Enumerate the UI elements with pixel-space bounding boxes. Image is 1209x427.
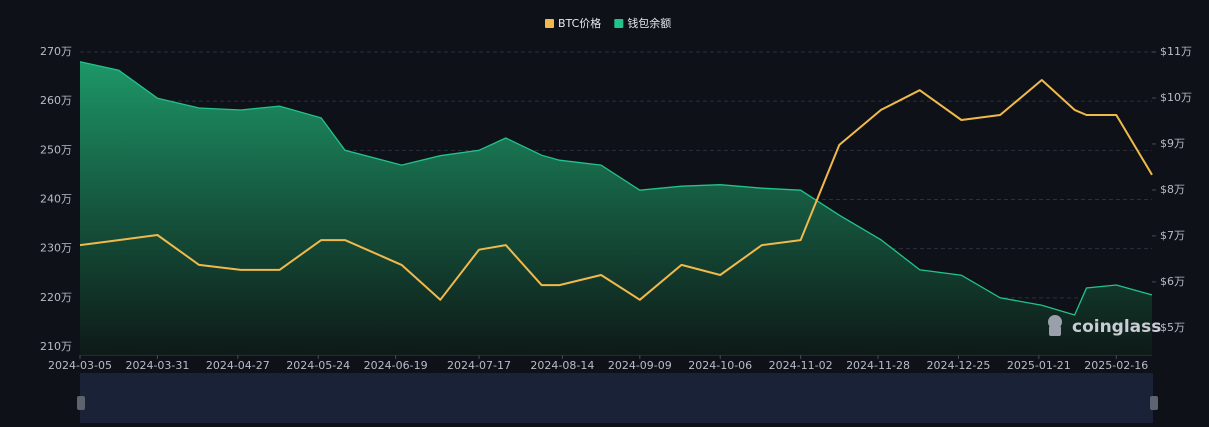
x-tick-label: 2024-03-31 xyxy=(125,359,189,372)
x-tick-label: 2025-01-21 xyxy=(1007,359,1071,372)
y2-tick-label: $8万 xyxy=(1160,183,1185,196)
x-tick-label: 2024-10-06 xyxy=(688,359,752,372)
navigator-handle[interactable] xyxy=(1150,396,1158,410)
y2-tick-label: $9万 xyxy=(1160,137,1185,150)
x-tick-label: 2024-06-19 xyxy=(364,359,428,372)
y2-tick-label: $6万 xyxy=(1160,275,1185,288)
y-tick-label: 260万 xyxy=(40,94,72,107)
legend-label: BTC价格 xyxy=(558,16,601,30)
legend-swatch xyxy=(545,19,554,28)
y-tick-label: 270万 xyxy=(40,45,72,58)
y2-tick-label: $7万 xyxy=(1160,229,1185,242)
watermark-icon xyxy=(1048,315,1062,336)
x-tick-label: 2025-02-16 xyxy=(1084,359,1148,372)
navigator-handle[interactable] xyxy=(77,396,85,410)
x-tick-label: 2024-12-25 xyxy=(926,359,990,372)
labels: 210万 220万 230万 240万 250万 260万 270万 $5万 $6万 $7万 $8万… xyxy=(40,16,1192,372)
line xyxy=(79,79,1153,301)
legend-swatch xyxy=(614,19,624,28)
x-tick-label: 2024-03-05 xyxy=(48,359,112,372)
x-tick-label: 2024-11-28 xyxy=(846,359,910,372)
y-tick-label: 240万 xyxy=(40,192,72,205)
legend-label: 钱包余额 xyxy=(627,16,671,30)
y-tick-label: 250万 xyxy=(40,143,72,156)
x-tick-label: 2024-07-17 xyxy=(447,359,511,372)
x-tick-label: 2024-05-24 xyxy=(286,359,350,372)
y2-tick-label: $5万 xyxy=(1160,321,1185,334)
y2-tick-label: $10万 xyxy=(1160,91,1192,104)
y2-tick-label: $11万 xyxy=(1160,45,1192,58)
area-fill xyxy=(80,61,1152,356)
navigator xyxy=(80,373,1153,423)
y-tick-label: 210万 xyxy=(40,340,72,353)
marks xyxy=(79,61,1153,356)
x-tick-label: 2024-09-09 xyxy=(608,359,672,372)
x-tick-label: 2024-11-02 xyxy=(769,359,833,372)
area-line xyxy=(79,61,1153,316)
x-tick-label: 2024-04-27 xyxy=(206,359,270,372)
watermark: coinglass xyxy=(1072,317,1161,337)
x-tick-label: 2024-08-14 xyxy=(530,359,594,372)
y-tick-label: 230万 xyxy=(40,242,72,255)
y-tick-label: 220万 xyxy=(40,291,72,304)
